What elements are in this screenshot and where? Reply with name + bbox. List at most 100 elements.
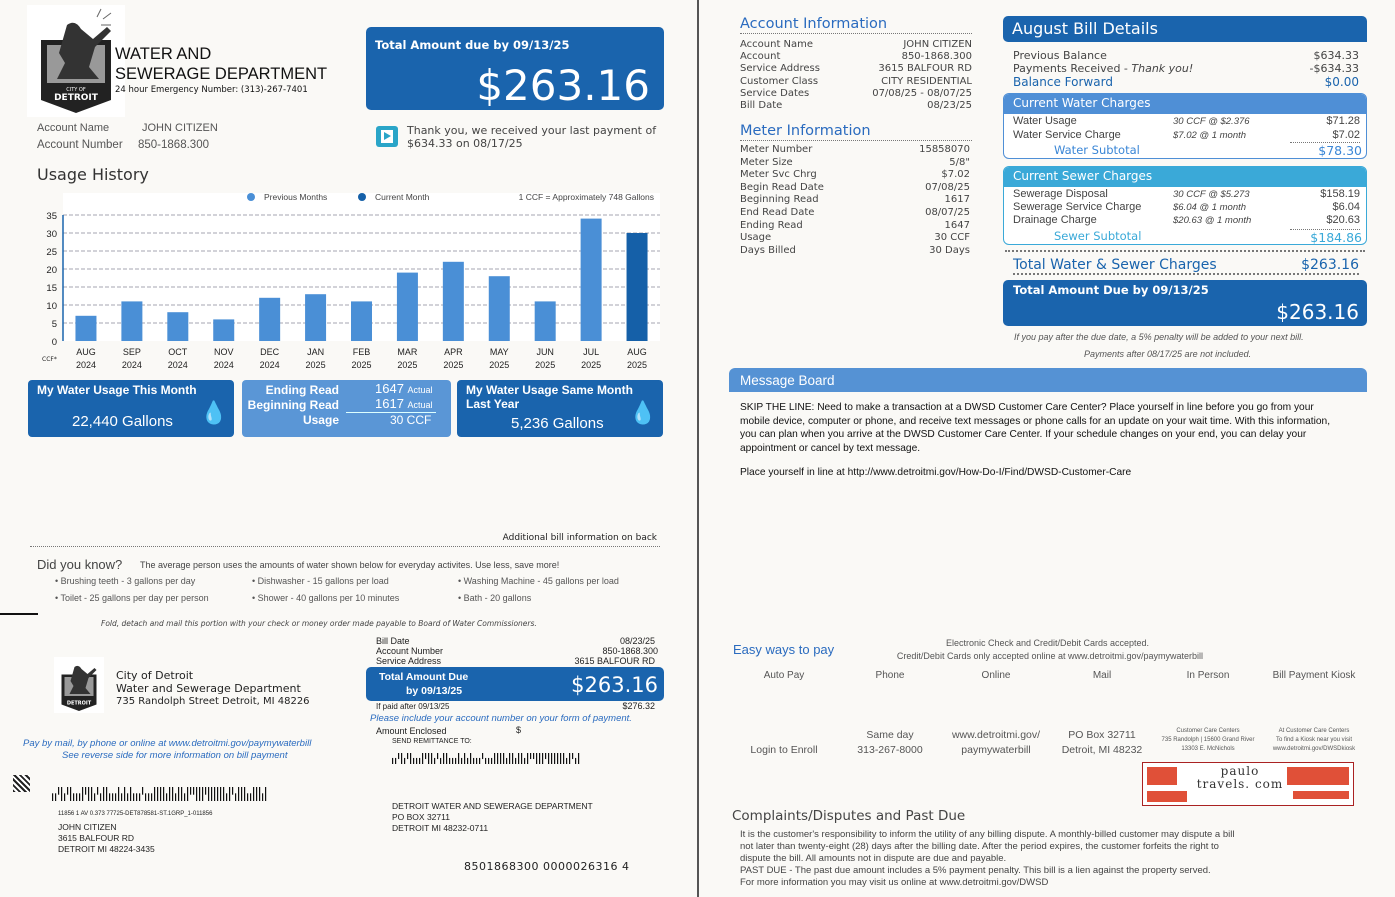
- account-info-row: Account 850-1868.300: [740, 51, 972, 62]
- emergency-number: 24 hour Emergency Number: (313)-267-7401: [115, 85, 308, 95]
- svg-text:CITY OF: CITY OF: [66, 87, 86, 93]
- usage-last-year-box: My Water Usage Same Month Last Year 5,23…: [457, 380, 663, 437]
- bar: [75, 315, 97, 341]
- x-tick-month: FEB: [353, 347, 371, 357]
- late-payment-amount: $276.32: [622, 701, 655, 711]
- usage-this-month-box: My Water Usage This Month 22,440 Gallons…: [28, 380, 234, 437]
- complaints-line: It is the customer's responsibility to i…: [740, 829, 1235, 840]
- remit-barcode: [392, 749, 582, 764]
- pay-method-name: Auto Pay: [763, 670, 805, 681]
- x-tick-year: 2025: [535, 360, 555, 370]
- balance-forward-value: $0.00: [1324, 75, 1359, 89]
- pay-method-detail: 13303 E. McNichols: [1181, 746, 1235, 752]
- usage-label: Usage: [302, 413, 339, 427]
- y-tick-label: 20: [46, 265, 57, 276]
- sewer-charge-row: Sewerage Disposal 30 CCF @ $5.273 $158.19: [1013, 188, 1360, 201]
- message-board-link: Place yourself in line at http://www.det…: [740, 467, 1132, 478]
- qr-code-icon: [13, 775, 30, 792]
- credit-online-note: Credit/Debit Cards only accepted online …: [896, 651, 1204, 661]
- pay-method-detail: Customer Care Centers: [1176, 728, 1240, 734]
- customer-name: JOHN CITIZEN: [58, 822, 117, 832]
- x-tick-year: 2025: [306, 360, 326, 370]
- meter-info-title: Meter Information: [740, 123, 871, 139]
- tip-item: • Shower - 40 gallons per 10 minutes: [252, 593, 400, 603]
- account-info-underline: [740, 33, 972, 34]
- pay-method-detail: To find a Kiosk near you visit: [1275, 737, 1353, 743]
- complaints-line: For more information you may visit us on…: [740, 877, 1049, 888]
- pay-method-detail: At Customer Care Centers: [1278, 728, 1350, 734]
- thank-you-line1: Thank you, we received your last payment…: [407, 124, 657, 137]
- stub-org-name: City of Detroit: [116, 669, 194, 682]
- pay-method-detail: Detroit, MI 48232: [1061, 744, 1143, 756]
- x-tick-month: AUG: [627, 347, 647, 357]
- row-label: Ending Read: [740, 219, 803, 231]
- water-charges-title: Current Water Charges: [1004, 94, 1366, 114]
- total-due-box: Total Amount Due by 09/13/25 $263.16: [1003, 280, 1367, 326]
- water-drop-icon: 💧: [629, 400, 657, 425]
- bar: [580, 218, 602, 341]
- row-value: 1617: [944, 194, 970, 206]
- row-value: $7.02: [941, 169, 970, 181]
- complaints-line: dispute the bill. All amounts not in dis…: [740, 853, 1007, 864]
- y-tick-label: 5: [52, 319, 57, 330]
- usage-last-year-value: 5,236 Gallons: [511, 415, 604, 432]
- amount-enclosed-field[interactable]: $: [516, 725, 522, 735]
- ccf-note: 1 CCF = Approximately 748 Gallons: [519, 192, 654, 202]
- total-due-value: $263.16: [1276, 300, 1359, 324]
- bar: [534, 301, 556, 341]
- legend-marker-current: [358, 193, 366, 201]
- bar: [351, 301, 372, 341]
- water-subtotal-label: Water Subtotal: [1054, 143, 1140, 157]
- fold-mark: [0, 613, 38, 615]
- y-tick-label: 25: [46, 247, 57, 258]
- x-tick-year: 2024: [168, 360, 188, 370]
- did-you-know-intro: The average person uses the amounts of w…: [140, 560, 560, 570]
- dept-name-line1: WATER AND: [115, 45, 212, 63]
- row-label: Meter Size: [740, 156, 793, 168]
- water-subtotal-line: [1290, 142, 1360, 143]
- usage-last-year-label2: Last Year: [466, 397, 520, 411]
- meter-info-row: Days Billed 30 Days: [740, 245, 970, 256]
- row-value: 15858070: [919, 144, 970, 155]
- x-tick-year: 2025: [351, 360, 371, 370]
- tip-item: • Dishwasher - 15 gallons per load: [252, 576, 389, 586]
- meter-info-row: Begin Read Date 07/08/25: [740, 182, 970, 193]
- charge-amount: $7.02: [1332, 129, 1360, 141]
- account-number-label: Account Number: [37, 139, 123, 151]
- charge-label: Sewerage Disposal: [1013, 188, 1108, 200]
- total-amount-box: Total Amount due by 09/13/25 $263.16: [366, 27, 664, 110]
- stub-due-date: by 09/13/25: [406, 685, 463, 697]
- tip-item: • Washing Machine - 45 gallons per load: [458, 576, 619, 586]
- charge-label: Sewerage Service Charge: [1013, 201, 1142, 213]
- x-tick-month: AUG: [76, 347, 96, 357]
- legend-marker-previous: [247, 193, 255, 201]
- bill-details-header: August Bill Details: [1003, 16, 1367, 42]
- row-label: Begin Read Date: [740, 181, 824, 193]
- bar: [488, 276, 510, 341]
- stub-bill-date-label: Bill Date: [376, 636, 410, 646]
- usage-last-year-label: My Water Usage Same Month: [466, 383, 633, 397]
- enroll-link[interactable]: Login to Enroll: [750, 744, 818, 756]
- customer-address2: DETROIT MI 48224-3435: [58, 844, 155, 854]
- beginning-read-value: 1617 Actual: [375, 396, 433, 411]
- y-tick-label: 35: [46, 211, 57, 222]
- sewer-subtotal-line: [1290, 229, 1360, 230]
- stub-pay-info: Pay by mail, by phone or online at www.d…: [23, 738, 312, 749]
- beginning-read-number: 1617: [375, 396, 404, 411]
- scan-line: 8501868300 0000026316 4: [464, 860, 630, 873]
- pay-method-name: In Person: [1186, 670, 1230, 681]
- account-name-value: JOHN CITIZEN: [142, 122, 218, 134]
- stub-due-amount: $263.16: [571, 673, 658, 697]
- x-tick-year: 2024: [260, 360, 280, 370]
- previous-balance-label: Previous Balance: [1013, 49, 1107, 62]
- sewer-charge-row: Sewerage Service Charge $6.04 @ 1 month $6…: [1013, 201, 1360, 214]
- account-info-row: Bill Date 08/23/25: [740, 100, 972, 111]
- account-name-label: Account Name: [37, 122, 110, 134]
- stub-total-due-box: Total Amount Due by 09/13/25 $263.16: [366, 667, 664, 701]
- stub-account-label: Account Number: [376, 646, 444, 656]
- total-charges-row: Total Water & Sewer Charges $263.16: [1013, 257, 1359, 275]
- row-label: Bill Date: [740, 100, 783, 111]
- row-label: Usage: [740, 232, 772, 244]
- water-drop-icon: 💧: [200, 400, 228, 425]
- water-subtotal-value: $78.30: [1318, 143, 1362, 158]
